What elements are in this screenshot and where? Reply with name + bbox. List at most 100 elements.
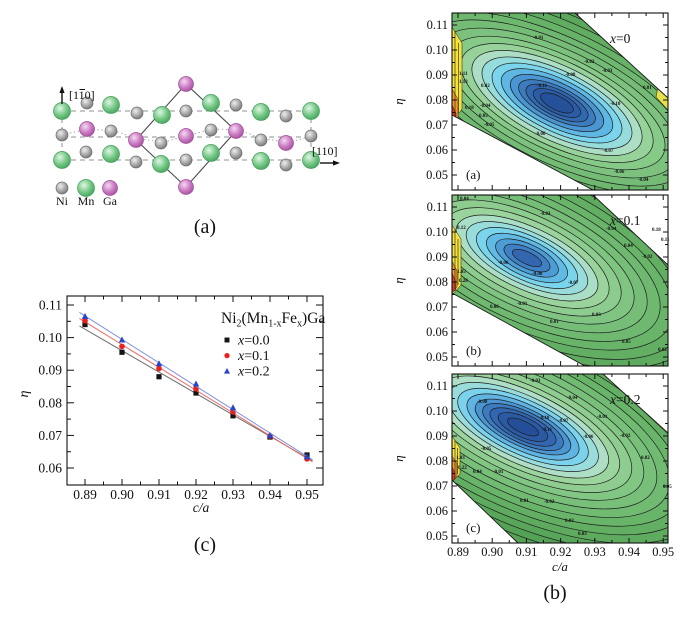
x-tick-label: 0.90 xyxy=(481,545,503,559)
y-tick-label: 0.08 xyxy=(426,454,448,468)
y-tick-label: 0.05 xyxy=(426,529,448,543)
x-tick-label: 0.91 xyxy=(515,545,537,559)
legend-entry-label: x=0.1 xyxy=(237,349,270,364)
x-tick-label: 0.93 xyxy=(584,545,606,559)
y-axis-label: η xyxy=(17,390,32,397)
atom-Ga xyxy=(102,180,118,196)
series-x=0.1 xyxy=(79,317,313,463)
contour-label: -0.02 xyxy=(584,60,595,65)
y-tick-label: 0.06 xyxy=(426,143,448,157)
crystal-direction-arrows: [110] [110] xyxy=(59,86,340,166)
marker-triangle xyxy=(192,380,200,387)
contour-label: -0.10 xyxy=(539,416,550,421)
contour-subplot-c: -0.08 -0.03 -0.04 -0.10 -0.07 -0.11 -0.06 -0.01… xyxy=(391,373,672,544)
x-tick-label: 0.92 xyxy=(184,487,208,502)
axis-ticks xyxy=(452,13,668,190)
atom-Ni xyxy=(254,133,268,147)
y-tick-label: 0.10 xyxy=(426,43,448,57)
plot-frame xyxy=(451,194,669,367)
marker-circle xyxy=(156,365,162,372)
legend-entry-label: x=0.0 xyxy=(237,334,270,349)
contour-label: -0.06 xyxy=(614,170,625,175)
contour-label: -0.05 xyxy=(484,123,495,128)
contour-label: -0.01 xyxy=(533,36,544,41)
contour-label: 0.12 xyxy=(457,226,466,231)
legend-label-Ni: Ni xyxy=(56,194,69,208)
marker-square xyxy=(156,374,162,380)
contour-label: -0.07 xyxy=(568,281,579,286)
atom-Ni xyxy=(55,128,69,142)
atom-Mn xyxy=(202,144,220,162)
atom-Ni xyxy=(229,98,243,112)
atom-Ni xyxy=(55,181,69,195)
contour-label: 1.05 xyxy=(457,270,466,275)
subplot-title: x=0 xyxy=(609,31,631,46)
x-tick-label: 0.89 xyxy=(447,545,469,559)
contour-label: -0.01 xyxy=(517,302,528,307)
marker-triangle xyxy=(223,367,231,374)
axis-ticks xyxy=(67,296,323,485)
series-x=0.2 xyxy=(79,312,313,461)
y-tick-label: 0.10 xyxy=(38,330,62,345)
contour-label: -0.08 xyxy=(532,272,543,277)
contour-label: 0.03 xyxy=(565,519,574,524)
atom-Ni xyxy=(279,109,293,123)
legend-label-Ga: Ga xyxy=(103,194,118,208)
y-tick-label: 0.06 xyxy=(426,325,448,339)
contour-label: 0.01 xyxy=(520,499,529,504)
atom-Mn xyxy=(53,102,71,120)
contour-label: -0.04 xyxy=(567,396,578,401)
direction-right-label: [110] xyxy=(312,144,338,158)
y-tick-label: 0.09 xyxy=(426,68,448,82)
atom-Mn xyxy=(252,103,270,121)
marker-circle xyxy=(193,385,199,392)
marker-square xyxy=(82,321,88,328)
contour-label: -0.04 xyxy=(606,227,617,232)
atom-Ga xyxy=(128,132,144,148)
y-axis-label: η xyxy=(391,277,406,283)
atom-Ni xyxy=(204,123,218,137)
atom-legend: Ni Mn Ga xyxy=(56,194,118,208)
contour-level-labels: -0.08 -0.03 -0.04 -0.10 -0.07 -0.11 -0.06 -0.01… xyxy=(456,379,672,537)
contour-label: -0.02 xyxy=(620,434,631,439)
x-tick-label: 0.94 xyxy=(618,545,641,559)
contour-label: -0.01 xyxy=(597,415,608,420)
contour-label: 0.28 xyxy=(459,279,468,284)
contour-label: 1.03 xyxy=(456,456,465,461)
atom-Ni xyxy=(179,153,193,167)
contour-x-axis: 0.89 0.90 0.91 0.92 0.93 0.94 0.95 c/a xyxy=(447,545,674,574)
y-tick-label: 0.11 xyxy=(427,200,448,214)
atom-Mn xyxy=(202,94,220,112)
atom-Ni xyxy=(304,129,318,143)
atom-Ni xyxy=(104,124,118,138)
x-axis-label: c/a xyxy=(552,559,568,574)
atom-Ni xyxy=(279,158,293,172)
y-tick-label: 0.11 xyxy=(427,379,448,393)
crystal-structure: [110] [110] Ni Mn Ga xyxy=(53,76,340,208)
marker-triangle xyxy=(155,360,163,367)
scatter-plot: 0.89 0.90 0.91 0.92 0.93 0.94 0.95 0.06 0.07 0.08… xyxy=(17,295,325,515)
y-axis-label: η xyxy=(391,98,406,104)
x-tick-label: 0.90 xyxy=(110,487,134,502)
y-tick-label: 0.06 xyxy=(426,504,448,518)
contour-label: -0.06 xyxy=(535,132,546,137)
contour-label: -0.03 xyxy=(530,379,541,384)
contour-label: 0.05 xyxy=(622,340,631,345)
contour-label: -0.08 xyxy=(565,73,576,78)
subplot-sublabel: (a) xyxy=(466,167,480,182)
contour-band xyxy=(452,13,668,190)
marker-triangle xyxy=(303,453,311,460)
up-arrow-icon xyxy=(59,86,65,93)
legend-title: Ni2(Mn1-xFex)Ga xyxy=(221,310,325,330)
plot-frame xyxy=(66,295,324,486)
atom-Mn xyxy=(252,152,270,170)
subplot-sublabel: (c) xyxy=(466,520,480,535)
contour-label: -0.02 xyxy=(642,255,653,260)
atom-Mn xyxy=(77,179,95,197)
y-tick-label: 0.08 xyxy=(38,395,62,410)
axis-ticks xyxy=(452,374,668,543)
contour-subplot-b: -0.08 -0.07 -0.06 -0.04 -0.03 -0.02 -0.01 0.01 0… xyxy=(391,194,670,367)
atom-Ni xyxy=(129,155,143,169)
y-tick-label: 0.08 xyxy=(426,275,448,289)
atom-Ga xyxy=(178,76,194,92)
